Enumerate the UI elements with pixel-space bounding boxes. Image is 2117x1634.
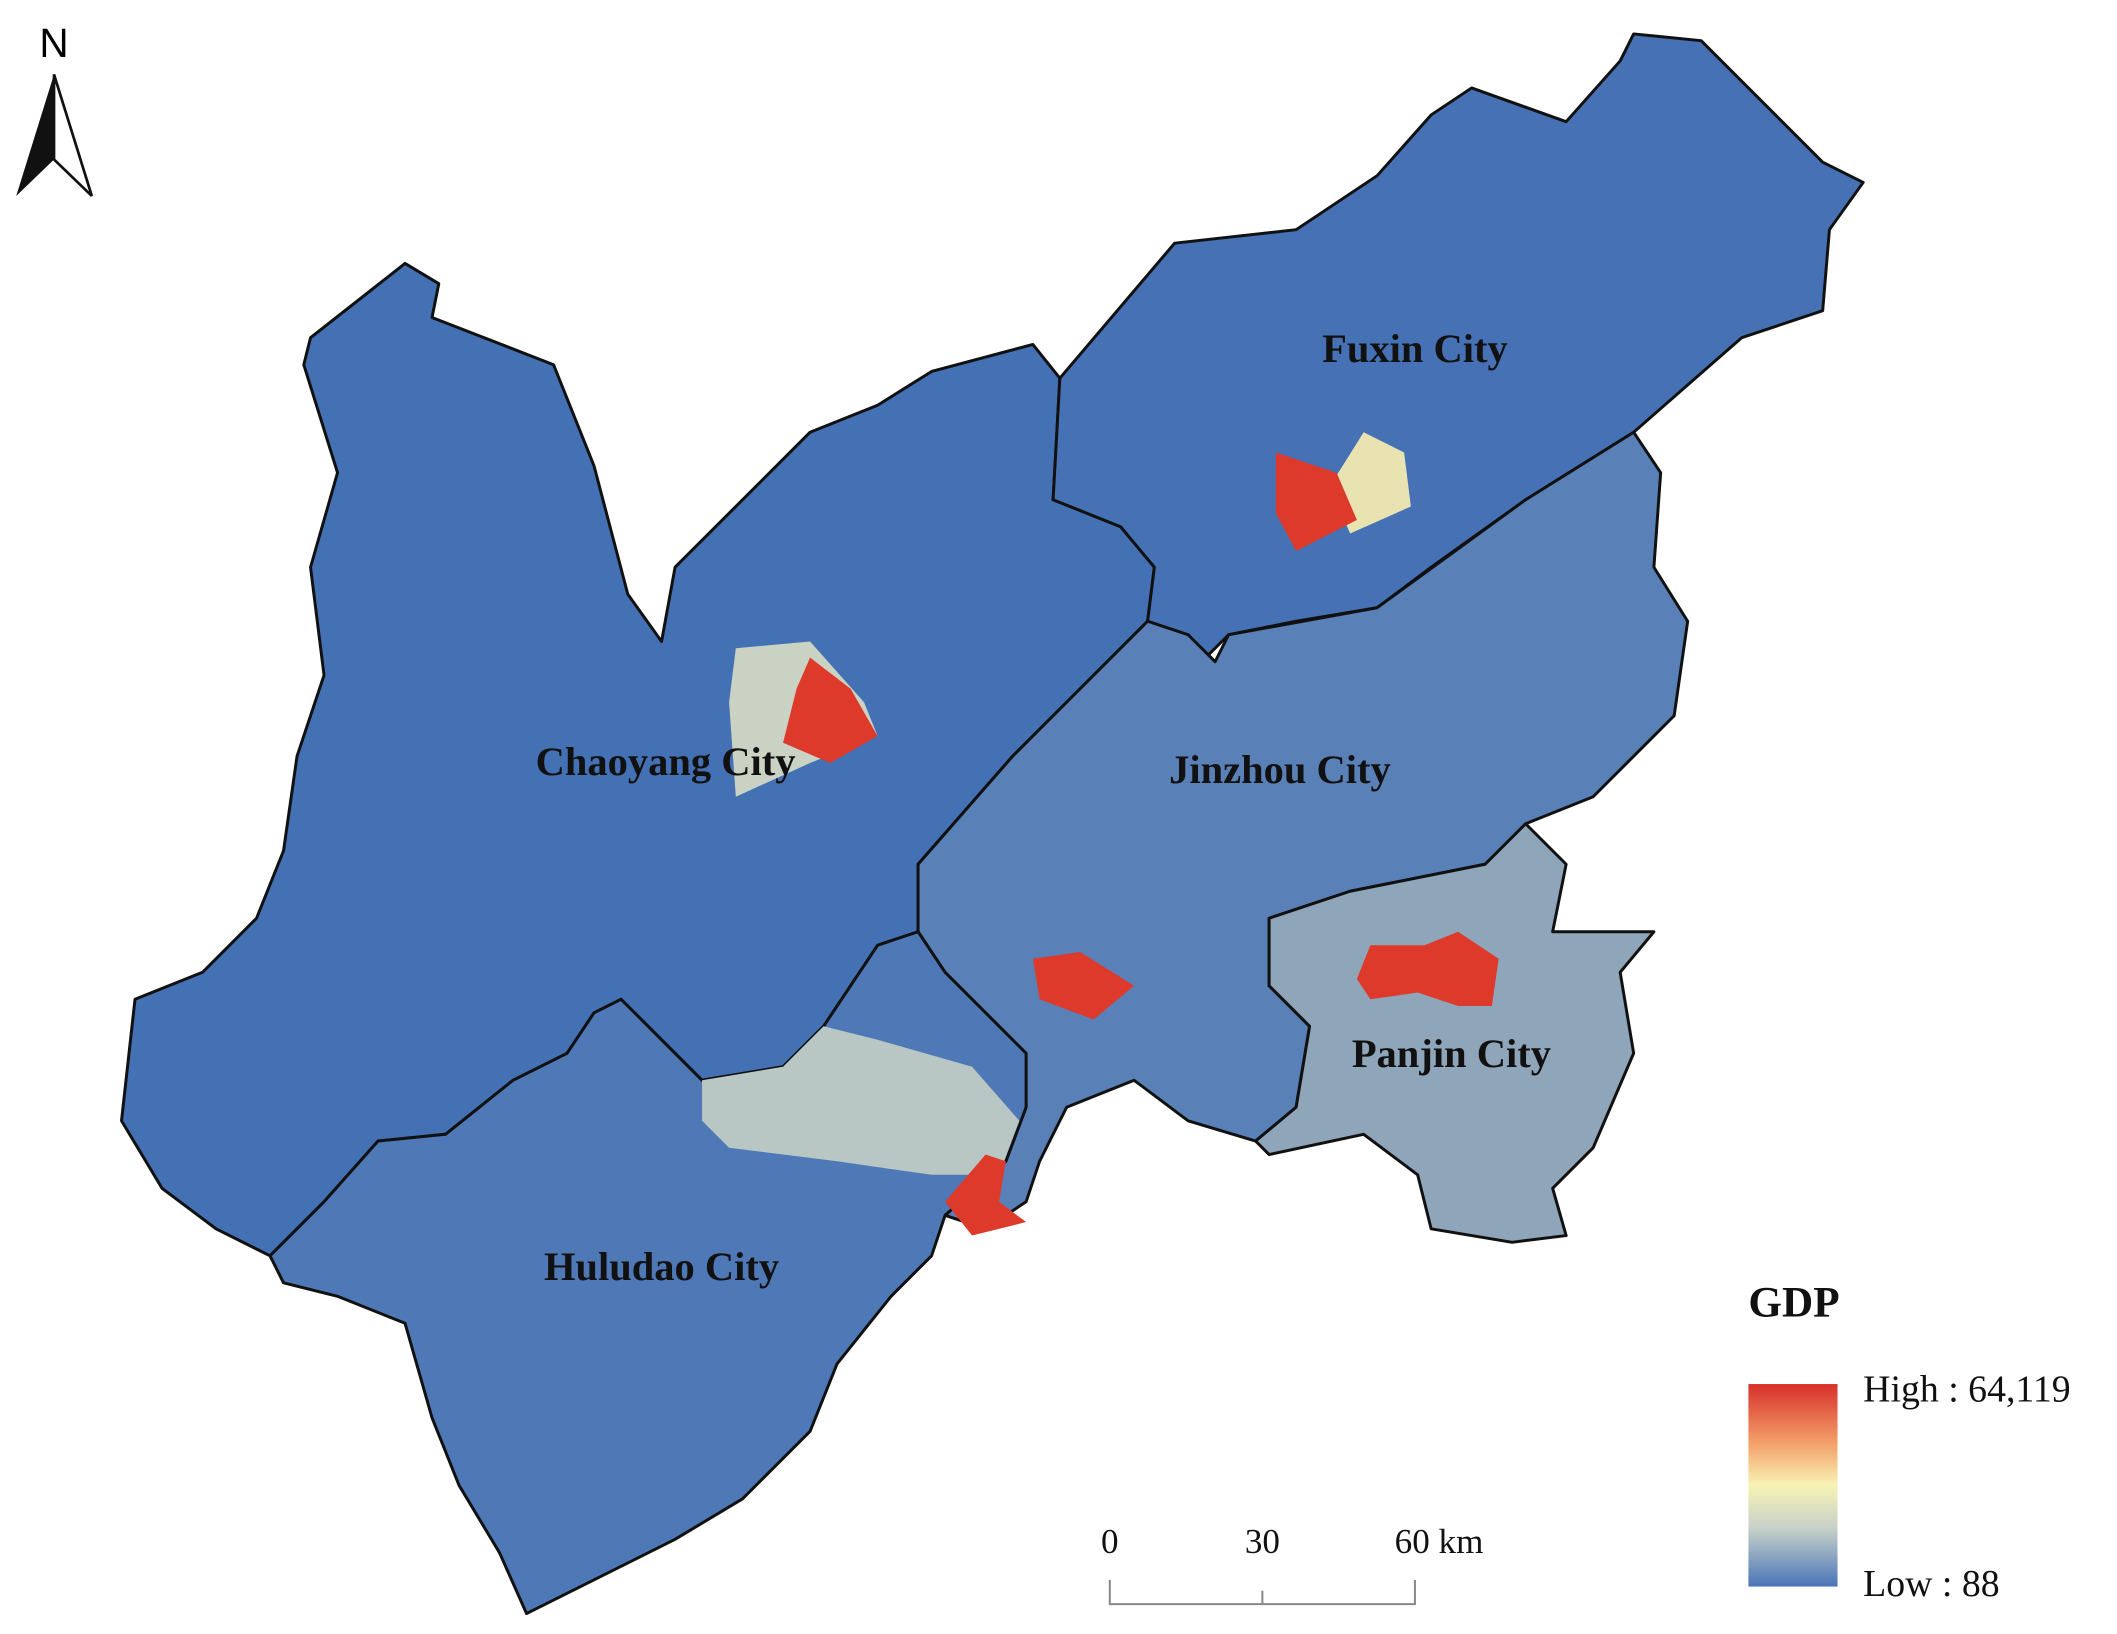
arrow-right [52,74,94,197]
scale-tick: 30 [1245,1522,1280,1561]
region-label: Jinzhou City [1169,747,1391,792]
arrow-left [16,74,55,196]
scale-tick: 0 [1101,1522,1119,1561]
legend-low: Low : 88 [1863,1563,1999,1605]
urban-area [1032,952,1135,1020]
urban-area [945,1154,1027,1236]
north-label: N [39,20,68,66]
urban-area [1275,452,1357,552]
legend-title: GDP [1748,1280,1839,1327]
regions [120,32,1865,1616]
urban-area [1356,931,1499,1007]
region-label: Fuxin City [1322,326,1508,371]
north-arrow: N [16,20,94,197]
hotspots [702,432,1499,1236]
legend-high: High : 64,119 [1863,1369,2071,1411]
urban-area [702,1026,1020,1175]
labels: Fuxin City Chaoyang City Jinzhou City Pa… [536,326,1551,1289]
scale-tick: 60 km [1395,1522,1484,1561]
scale-bar: 0 30 60 km [1101,1522,1484,1606]
legend: GDP High : 64,119 Low : 88 [1748,1280,2071,1605]
region-panjin [1254,822,1656,1244]
region-label: Panjin City [1352,1031,1551,1076]
scale-line [1108,1579,1416,1606]
region-label: Chaoyang City [536,739,796,784]
region-label: Huludao City [544,1244,779,1289]
legend-ramp [1748,1384,1838,1587]
urban-area [783,657,878,763]
